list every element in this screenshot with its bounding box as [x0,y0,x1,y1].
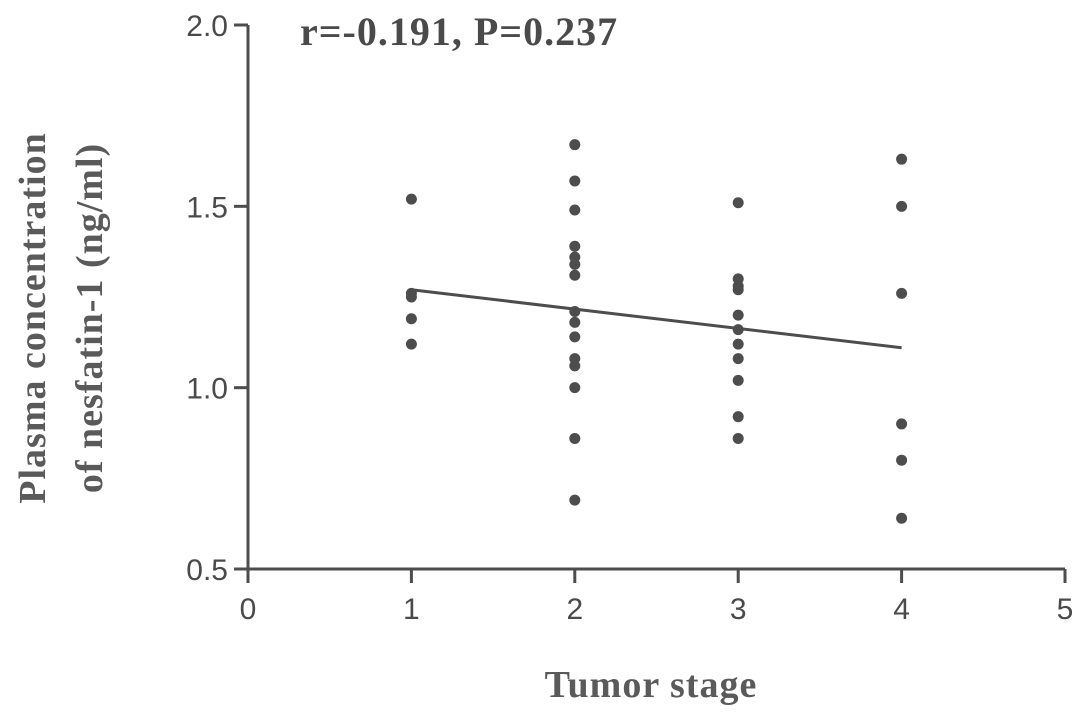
x-tick-label: 0 [240,593,257,626]
data-point [732,411,744,423]
data-point [569,316,581,328]
data-point [405,291,417,303]
regression-line [411,288,902,350]
ticks: 0 1 2 3 4 5 0.5 1.0 1.5 2.0 [186,10,1073,626]
x-tick-label: 1 [403,593,420,626]
data-point [732,338,744,350]
data-point [569,331,581,343]
data-point [896,287,908,299]
data-point [405,313,417,325]
y-tick-label: 0.5 [186,554,228,587]
data-point [569,360,581,372]
y-tick-label: 2.0 [186,10,228,43]
data-point [569,240,581,252]
data-point [896,454,908,466]
x-tick-label: 5 [1057,593,1074,626]
y-tick-label: 1.0 [186,373,228,406]
data-point [569,432,581,444]
y-axis-title-line-2: of nesfatin-1 (ng/ml) [69,143,111,493]
data-point [896,512,908,524]
data-point [569,494,581,506]
data-point [732,284,744,296]
data-point [569,269,581,281]
data-points [405,139,908,524]
data-point [732,374,744,386]
data-point [732,432,744,444]
data-point [732,197,744,209]
axes [246,25,1065,571]
data-point [569,175,581,187]
x-tick-label: 3 [730,593,747,626]
y-tick-label: 1.5 [186,191,228,224]
data-point [569,204,581,216]
data-point [896,153,908,165]
data-point [896,418,908,430]
x-axis-title: Tumor stage [545,664,758,706]
x-tick-label: 4 [893,593,910,626]
data-point [569,258,581,270]
y-axis-title-line-1: Plasma concentration [12,132,54,503]
x-tick-label: 2 [566,593,583,626]
data-point [405,193,417,205]
data-point [569,382,581,394]
data-point [732,309,744,321]
data-point [732,353,744,365]
data-point [896,200,908,212]
data-point [405,338,417,350]
correlation-annotation: r=-0.191, P=0.237 [300,9,618,54]
data-point [569,139,581,151]
regression-line-group [411,288,902,350]
